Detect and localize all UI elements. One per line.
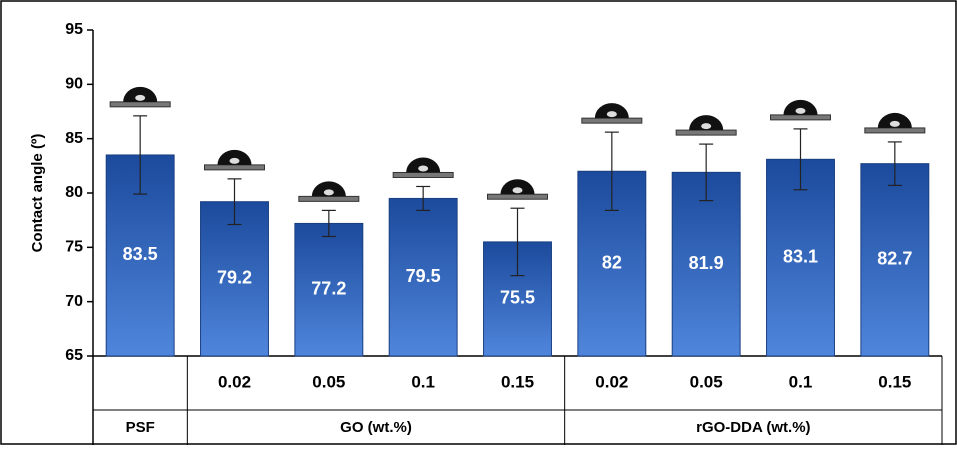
value-label: 82.7 (877, 249, 912, 269)
y-axis-label: Contact angle (º) (29, 134, 46, 253)
droplet-substrate (205, 165, 265, 170)
y-tick-label: 70 (65, 293, 83, 310)
y-tick-label: 90 (65, 76, 83, 93)
group-label: GO (wt.%) (340, 419, 412, 436)
value-label: 79.2 (217, 268, 252, 288)
group-label: rGO-DDA (wt.%) (696, 419, 810, 436)
x-tick-label: 0.15 (501, 372, 534, 391)
value-label: 83.1 (783, 246, 818, 266)
y-tick-label: 75 (65, 239, 83, 256)
droplet-highlight (230, 158, 240, 164)
x-tick-label: 0.15 (878, 372, 911, 391)
value-label: 79.5 (406, 266, 441, 286)
y-tick-label: 95 (65, 21, 83, 38)
droplet-highlight (890, 121, 900, 127)
droplet-highlight (796, 108, 806, 114)
droplet-substrate (110, 102, 170, 107)
droplet-substrate (771, 115, 831, 120)
droplet-highlight (135, 95, 145, 101)
y-tick-label: 80 (65, 184, 83, 201)
droplet-substrate (299, 196, 359, 201)
droplet-highlight (607, 111, 617, 117)
x-tick-label: 0.1 (411, 372, 435, 391)
x-tick-label: 0.02 (595, 372, 628, 391)
value-label: 77.2 (311, 278, 346, 298)
x-tick-label: 0.05 (312, 372, 345, 391)
droplet-substrate (676, 130, 736, 135)
x-tick-label: 0.02 (218, 372, 251, 391)
x-tick-label: 0.05 (690, 372, 723, 391)
droplet-highlight (418, 165, 428, 171)
value-label: 81.9 (689, 253, 724, 273)
value-label: 83.5 (123, 244, 158, 264)
value-label: 82 (602, 252, 622, 272)
droplet-substrate (488, 194, 548, 199)
y-tick-label: 85 (65, 130, 83, 147)
droplet-highlight (324, 189, 334, 195)
x-tick-label: 0.1 (789, 372, 813, 391)
value-label: 75.5 (500, 288, 535, 308)
page: Contact angle (º) 65 70 75 80 85 90 95 83.5 0.02… (0, 0, 957, 450)
droplet-substrate (582, 118, 642, 123)
droplet-highlight (701, 123, 711, 129)
droplet-substrate (865, 128, 925, 133)
droplet-highlight (513, 187, 523, 193)
group-label: PSF (126, 419, 155, 436)
droplet-substrate (393, 172, 453, 177)
y-tick-label: 65 (65, 347, 83, 364)
chart: Contact angle (º) 65 70 75 80 85 90 95 83.5 0.02… (0, 0, 957, 445)
